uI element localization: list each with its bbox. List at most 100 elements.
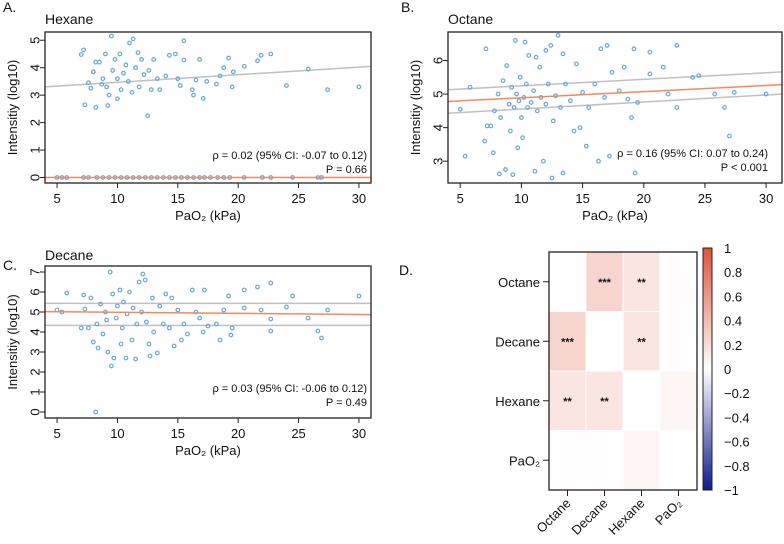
x-tick-label: 20 xyxy=(637,191,651,206)
data-point xyxy=(604,43,610,48)
colorbar-tick-label: −0.2 xyxy=(724,386,750,401)
panel-label: A. xyxy=(3,0,16,15)
data-point xyxy=(484,123,490,129)
y-tick-label: 2 xyxy=(28,368,43,375)
y-tick-label: 5 xyxy=(431,90,446,97)
data-point xyxy=(147,353,153,359)
data-point xyxy=(255,284,260,290)
data-point xyxy=(488,123,494,129)
x-tick-label: 30 xyxy=(759,191,773,206)
data-point xyxy=(241,287,247,293)
data-point xyxy=(690,74,696,80)
data-point xyxy=(121,299,126,305)
data-point xyxy=(631,46,637,52)
data-point xyxy=(100,331,106,337)
data-point xyxy=(519,115,524,120)
x-tick-label: 30 xyxy=(352,191,366,206)
p-value-annotation: P = 0.49 xyxy=(326,397,367,409)
colorbar-tick-label: −0.4 xyxy=(724,410,750,425)
data-point xyxy=(104,84,109,90)
data-point xyxy=(93,105,99,110)
data-point xyxy=(151,57,157,62)
data-point xyxy=(290,293,295,299)
data-point xyxy=(230,69,236,75)
significance-stars: *** xyxy=(598,277,612,289)
y-axis-label: Intensitiy (log10) xyxy=(5,60,20,155)
data-point xyxy=(107,269,113,275)
data-point xyxy=(496,171,502,177)
y-tick-label: 6 xyxy=(28,288,43,295)
data-point xyxy=(136,84,142,90)
data-point xyxy=(507,128,513,134)
data-point xyxy=(629,115,634,120)
data-point xyxy=(511,105,517,110)
data-point xyxy=(560,170,566,176)
y-tick-label: 5 xyxy=(28,308,43,315)
panel-title: Hexane xyxy=(45,11,93,27)
fit-line xyxy=(44,310,372,316)
data-point xyxy=(127,40,132,46)
heatmap-cell xyxy=(549,431,586,490)
data-point xyxy=(506,101,512,107)
data-point xyxy=(185,331,190,337)
heatmap-cell xyxy=(623,312,660,371)
data-point xyxy=(228,332,234,338)
significance-stars: ** xyxy=(563,396,572,408)
y-tick-label: 1 xyxy=(28,146,43,153)
data-point xyxy=(95,345,101,351)
col-label: Decane xyxy=(568,496,610,538)
x-tick-label: 25 xyxy=(291,191,305,206)
data-point xyxy=(94,321,100,327)
data-point xyxy=(99,81,105,87)
data-point xyxy=(555,32,561,38)
data-point xyxy=(616,88,622,94)
p-value-annotation: P < 0.001 xyxy=(721,162,768,174)
data-point xyxy=(586,105,592,110)
data-point xyxy=(123,62,129,68)
data-point xyxy=(201,287,207,293)
data-point xyxy=(567,98,573,104)
data-point xyxy=(102,51,108,57)
data-point xyxy=(560,51,566,57)
data-point xyxy=(197,315,202,321)
data-point xyxy=(217,337,223,343)
data-point xyxy=(129,337,135,343)
data-point xyxy=(525,105,530,110)
data-point xyxy=(514,91,519,97)
x-tick-label: 5 xyxy=(53,426,60,441)
data-point xyxy=(135,50,141,55)
data-point xyxy=(482,138,488,144)
data-point xyxy=(325,87,330,93)
y-tick-label: 2 xyxy=(28,119,43,126)
row-label: Hexane xyxy=(495,394,540,409)
colorbar-tick-label: −1 xyxy=(724,483,739,498)
colorbar-tick-label: 0 xyxy=(724,362,731,377)
data-point xyxy=(356,84,362,90)
data-point xyxy=(498,115,504,120)
data-point xyxy=(516,98,522,104)
data-point xyxy=(305,315,311,321)
data-point xyxy=(226,55,231,61)
data-point xyxy=(119,325,125,331)
y-axis-label: Intensitiy (log10) xyxy=(5,294,20,389)
data-point xyxy=(86,80,91,86)
data-point xyxy=(522,39,528,45)
colorbar-tick-label: −0.6 xyxy=(724,435,750,450)
data-point xyxy=(221,307,227,313)
x-axis-label: PaO₂ (kPa) xyxy=(175,443,241,458)
data-point xyxy=(86,325,91,331)
data-point xyxy=(123,355,129,361)
data-point xyxy=(229,84,235,90)
data-point xyxy=(526,53,532,58)
data-point xyxy=(78,325,84,331)
data-point xyxy=(214,321,219,327)
data-point xyxy=(674,43,680,48)
data-point xyxy=(130,36,136,42)
data-point xyxy=(105,103,111,108)
x-axis-label: PaO₂ (kPa) xyxy=(582,208,648,223)
x-tick-label: 10 xyxy=(110,426,124,441)
y-tick-label: 0 xyxy=(28,174,43,181)
x-tick-label: 20 xyxy=(231,191,245,206)
heatmap-cell xyxy=(623,252,660,311)
